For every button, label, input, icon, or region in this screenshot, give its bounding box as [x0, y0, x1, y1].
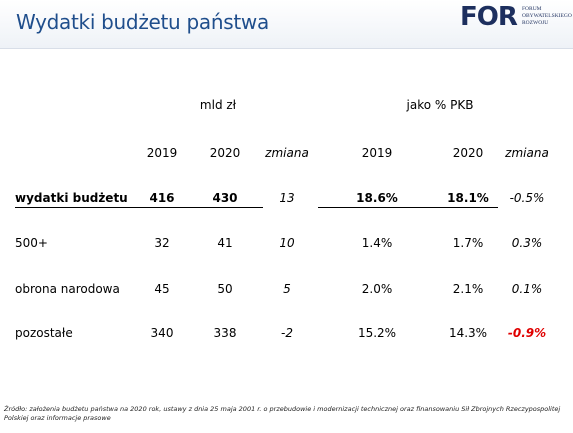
- table-cell: 5: [283, 282, 291, 296]
- table-cell: 340: [150, 326, 174, 340]
- logo-text: FORUM OBYWATELSKIEGO ROZWOJU: [522, 6, 572, 27]
- logo-line: ROZWOJU: [522, 20, 549, 26]
- column-header: zmiana: [265, 146, 309, 160]
- row-rule: [318, 207, 498, 208]
- table-cell: 1.7%: [452, 236, 484, 250]
- table-cell: 14.3%: [448, 326, 488, 340]
- table-cell: -0.5%: [509, 191, 545, 205]
- table-cell: 0.1%: [511, 282, 543, 296]
- table-cell: 0.3%: [511, 236, 543, 250]
- footer-line: Polskiej oraz informacje prasowe: [4, 414, 111, 422]
- table-cell: 18.1%: [447, 191, 489, 205]
- table-cell: 1.4%: [361, 236, 393, 250]
- row-label: obrona narodowa: [15, 282, 120, 296]
- table-cell: 18.6%: [356, 191, 398, 205]
- table-cell: 45: [154, 282, 170, 296]
- table-cell: 416: [149, 191, 175, 205]
- table-cell: -2: [281, 326, 293, 340]
- column-header: 2020: [209, 146, 241, 160]
- logo-line: OBYWATELSKIEGO: [522, 13, 572, 19]
- table-cell: 41: [217, 236, 233, 250]
- table-cell: 430: [212, 191, 238, 205]
- table-cell: 2.1%: [452, 282, 484, 296]
- logo-line: FORUM: [522, 6, 542, 12]
- header-band: [0, 0, 573, 49]
- row-label: pozostałe: [15, 326, 73, 340]
- column-header: 2019: [146, 146, 178, 160]
- logo: FOR: [460, 2, 518, 32]
- slide-title: Wydatki budżetu państwa: [16, 10, 269, 34]
- column-header: 2020: [452, 146, 484, 160]
- table-cell: 13: [279, 191, 295, 205]
- group-header: mld zł: [199, 98, 237, 112]
- column-header: 2019: [361, 146, 393, 160]
- row-rule: [15, 207, 263, 208]
- footer-note: Źródło: założenia budżetu państwa na 202…: [4, 405, 560, 423]
- row-label: wydatki budżetu: [15, 191, 128, 205]
- footer-line: Źródło: założenia budżetu państwa na 202…: [4, 405, 561, 413]
- row-label: 500+: [15, 236, 48, 250]
- table-cell: 2.0%: [361, 282, 393, 296]
- table-cell: 15.2%: [357, 326, 397, 340]
- column-header: zmiana: [505, 146, 549, 160]
- table-cell: 338: [213, 326, 237, 340]
- table-cell: 32: [154, 236, 170, 250]
- table-cell: -0.9%: [507, 326, 547, 340]
- table-cell: 50: [217, 282, 233, 296]
- table-cell: 10: [279, 236, 295, 250]
- group-header: jako % PKB: [406, 98, 474, 112]
